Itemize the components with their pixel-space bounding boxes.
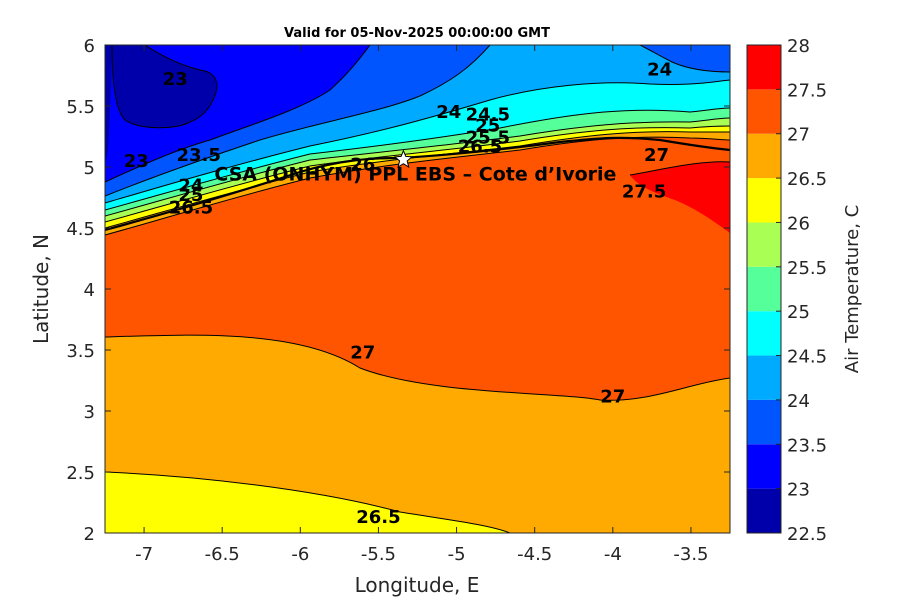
y-axis-label: Latitude, N xyxy=(29,234,53,344)
colorbar-tick-label: 24.5 xyxy=(787,347,827,368)
colorbar-swatch xyxy=(747,89,781,134)
filled-contour-bands xyxy=(105,45,730,533)
contour-line-24.5 xyxy=(105,79,730,204)
colorbar-swatch xyxy=(747,399,781,445)
x-axis-ticks: -7 -6.5 -6 -5.5 -5 -4.5 -4 -3.5 xyxy=(135,45,709,565)
colorbar-tick-label: 26 xyxy=(787,213,810,234)
band-22.5-23 xyxy=(105,45,217,165)
y-tick-label: 6 xyxy=(84,36,95,57)
chart-title: Valid for 05-Nov-2025 00:00:00 GMT xyxy=(284,26,550,41)
contour-label: 24 xyxy=(436,102,461,123)
x-tick-label: -6 xyxy=(291,544,309,565)
contour-label: 26.5 xyxy=(356,507,400,528)
colorbar-swatch xyxy=(747,355,781,400)
colorbar-tick-label: 22.5 xyxy=(787,524,827,545)
colorbar-swatch xyxy=(747,311,781,356)
band-26-26.5 xyxy=(105,472,510,533)
contour-line-23 xyxy=(111,45,218,129)
contour-line-27.5 xyxy=(629,161,730,176)
colorbar-swatch xyxy=(747,444,781,489)
colorbar-ticks: 22.5 23 23.5 24 24.5 25 25.5 26 26.5 27 27.5 28 xyxy=(776,36,827,545)
y-tick-label: 4 xyxy=(84,280,95,301)
colorbar-tick-label: 25 xyxy=(787,302,810,323)
contour-label: 23 xyxy=(163,69,188,90)
contour-line-23.5 xyxy=(105,45,371,183)
x-tick-label: -6.5 xyxy=(205,544,240,565)
contour-line-coast-26 xyxy=(105,125,730,223)
colorbar xyxy=(747,45,781,533)
y-axis-ticks: 2 2.5 3 3.5 4 4.5 5 5.5 6 xyxy=(66,36,730,545)
contour-label: 26.5 xyxy=(169,197,213,218)
contour-line-coast-25.5 xyxy=(105,117,730,217)
colorbar-tick-label: 27.5 xyxy=(787,80,827,101)
x-tick-label: -3.5 xyxy=(673,544,708,565)
colorbar-swatch xyxy=(747,133,781,179)
contour-label: 23 xyxy=(124,151,149,172)
x-tick-label: -4.5 xyxy=(517,544,552,565)
contour-label: 26 xyxy=(350,155,375,176)
colorbar-swatch xyxy=(747,222,781,267)
site-label: CSA (ONHYM) PPL EBS – Cote d’Ivorie xyxy=(214,164,616,186)
colorbar-swatch xyxy=(747,178,781,223)
contour-line-24 xyxy=(105,45,491,197)
y-tick-label: 4.5 xyxy=(66,219,95,240)
band-27.5-28 xyxy=(630,161,730,233)
x-tick-label: -4 xyxy=(604,544,622,565)
site-marker-group: CSA (ONHYM) PPL EBS – Cote d’Ivorie xyxy=(214,149,616,186)
colorbar-tick-label: 25.5 xyxy=(787,258,827,279)
y-tick-label: 5.5 xyxy=(66,97,95,118)
colorbar-tick-label: 26.5 xyxy=(787,169,827,190)
x-tick-label: -7 xyxy=(135,544,153,565)
contour-label: 27 xyxy=(644,145,669,166)
y-tick-label: 5 xyxy=(84,158,95,179)
colorbar-tick-label: 23.5 xyxy=(787,435,827,456)
y-tick-label: 3.5 xyxy=(66,341,95,362)
contour-line-24-ne xyxy=(639,45,730,73)
contour-label: 24 xyxy=(647,59,672,80)
contour-label: 25 xyxy=(178,185,203,206)
colorbar-tick-label: 28 xyxy=(787,36,810,57)
x-tick-label: -5 xyxy=(448,544,466,565)
colorbar-swatch xyxy=(747,488,781,533)
colorbar-swatch xyxy=(747,266,781,312)
contour-label: 25 xyxy=(475,116,500,137)
colorbar-tick-label: 24 xyxy=(787,391,810,412)
y-tick-label: 3 xyxy=(84,402,95,423)
y-tick-label: 2 xyxy=(84,524,95,545)
contour-label: 23.5 xyxy=(177,145,221,166)
y-tick-label: 2.5 xyxy=(66,463,95,484)
contour-label: 25.5 xyxy=(466,128,510,149)
x-axis-label: Longitude, E xyxy=(355,573,480,597)
contour-line-27 xyxy=(105,334,730,401)
contour-label: 27 xyxy=(600,386,625,407)
colorbar-frame xyxy=(746,44,782,534)
contour-label: 27 xyxy=(350,342,375,363)
colorbar-swatch xyxy=(747,45,781,90)
contour-label: 24 xyxy=(178,175,203,196)
colorbar-tick-label: 27 xyxy=(787,125,810,146)
contour-line-26.5 xyxy=(105,471,511,533)
band-23.5-ne xyxy=(640,45,730,72)
contour-line-coast-25 xyxy=(105,107,730,211)
x-tick-label: -5.5 xyxy=(361,544,396,565)
contour-line-coast-27 xyxy=(105,136,730,236)
contour-label: 27.5 xyxy=(622,181,666,202)
contour-label: 26.5 xyxy=(458,136,502,157)
colorbar-tick-label: 23 xyxy=(787,480,810,501)
colorbar-label: Air Temperature, C xyxy=(842,205,863,373)
band-26.5-27 xyxy=(105,335,730,533)
coastline xyxy=(105,136,730,232)
contour-label: 24.5 xyxy=(466,105,510,126)
site-star-icon xyxy=(393,149,414,169)
